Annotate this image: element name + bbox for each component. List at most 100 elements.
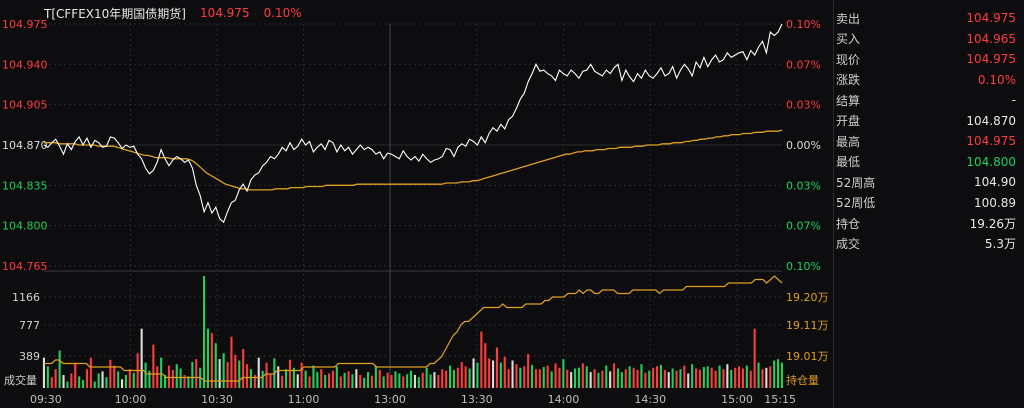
volume-bar [722, 369, 725, 388]
intraday-chart[interactable]: 104.975 0.10% 104.940 0.07% 104.905 0.03% 104.… [0, 0, 834, 408]
volume-bar [105, 377, 108, 388]
volume-bar [128, 369, 131, 388]
quote-label: 现价 [836, 52, 861, 67]
volume-bar [281, 375, 284, 388]
volume-bar [636, 369, 639, 388]
volume-bar [632, 367, 635, 388]
volume-bar [640, 364, 643, 388]
volume-bar [85, 369, 88, 388]
volume-bar [214, 343, 217, 388]
volume-bar [265, 362, 268, 388]
volume-bar [132, 372, 135, 388]
volume-bar [421, 372, 424, 388]
volume-bar [687, 373, 690, 388]
volume-bar [234, 354, 237, 388]
volume-bar [370, 375, 373, 388]
time-label: 10:00 [115, 393, 147, 406]
volume-bar [542, 367, 545, 388]
volume-bar [488, 358, 491, 388]
volume-bar [164, 375, 167, 388]
volume-bar [413, 375, 416, 388]
volume-bar [738, 366, 741, 388]
volume-bar [620, 372, 623, 388]
time-label: 11:00 [288, 393, 320, 406]
instrument-name: T[CFFEX10年期国债期货] [44, 6, 186, 21]
volume-bar [659, 364, 662, 388]
quote-value: 104.965 [966, 31, 1016, 46]
volume-bar [546, 365, 549, 388]
volume-bar [46, 366, 49, 388]
volume-bar [246, 364, 249, 388]
time-label: 15:00 [721, 393, 753, 406]
volume-bar [507, 369, 510, 388]
volume-bar [206, 328, 209, 388]
quote-label: 卖出 [836, 11, 861, 26]
volume-bar [109, 359, 112, 388]
volume-bar [113, 365, 116, 388]
volume-bar [695, 368, 698, 388]
volume-bar [335, 366, 338, 388]
volume-bar [406, 374, 409, 388]
y-tick-right: 0.10% [786, 260, 821, 273]
volume-tick-left: 成交量 [4, 373, 37, 387]
volume-bar [171, 369, 174, 388]
oi-tick-right: 19.11万 [786, 319, 829, 332]
instrument-price: 104.975 [199, 6, 250, 20]
quote-value: 104.870 [966, 113, 1016, 128]
volume-bar [628, 366, 631, 388]
volume-bar [355, 369, 358, 388]
quote-value: 5.3万 [984, 237, 1016, 252]
volume-bar [191, 362, 194, 388]
y-tick-left: 104.975 [2, 18, 48, 31]
volume-bar [300, 362, 303, 388]
quote-row: 最低 104.800 [836, 152, 1016, 173]
volume-bar [601, 370, 604, 388]
volume-tick-left: 777 [19, 319, 40, 332]
panel-divider [833, 0, 834, 408]
volume-bar [316, 372, 319, 388]
volume-bar [527, 354, 530, 388]
volume-bar [97, 373, 100, 388]
volume-bar [328, 373, 331, 388]
open-interest-line [44, 275, 783, 382]
volume-bar [761, 369, 764, 388]
volume-bar [148, 370, 151, 388]
volume-bar [745, 365, 748, 388]
volume-bar [351, 374, 354, 388]
volume-bar [347, 371, 350, 388]
volume-bar [441, 369, 444, 388]
volume-bar [288, 359, 291, 388]
volume-bar [195, 359, 198, 388]
volume-bar [253, 375, 256, 388]
volume-bar [769, 366, 772, 388]
volume-bar [562, 359, 565, 388]
volume-bar [589, 372, 592, 388]
volume-bar [144, 362, 147, 388]
volume-bar [515, 364, 518, 388]
quote-row: 持仓 19.26万 [836, 213, 1016, 234]
volume-bar [679, 369, 682, 388]
volume-bar [121, 379, 124, 388]
volume-bar [671, 368, 674, 388]
quote-label: 52周低 [836, 196, 876, 211]
quote-row: 开盘 104.870 [836, 111, 1016, 132]
quote-row: 结算 - [836, 90, 1016, 111]
volume-bar [644, 372, 647, 388]
volume-bar [378, 369, 381, 388]
volume-bar [382, 376, 385, 388]
volume-bar [167, 365, 170, 388]
volume-tick-left: 1166 [12, 291, 40, 304]
y-tick-right: 0.07% [786, 220, 821, 233]
volume-bar [538, 369, 541, 388]
volume-bar [581, 363, 584, 388]
quote-panel: 卖出 104.975 买入 104.965 现价 104.975 涨跌 0.10% 结算 - 开盘 1… [836, 8, 1016, 254]
quote-row: 52周高 104.90 [836, 172, 1016, 193]
quote-value: - [1011, 93, 1016, 108]
volume-bar [402, 376, 405, 388]
volume-tick-left: 389 [19, 350, 40, 363]
volume-bar [363, 377, 366, 388]
time-label: 13:00 [374, 393, 406, 406]
oi-tick-right: 19.20万 [786, 291, 829, 304]
quote-label: 最高 [836, 134, 861, 149]
volume-bar [460, 362, 463, 388]
